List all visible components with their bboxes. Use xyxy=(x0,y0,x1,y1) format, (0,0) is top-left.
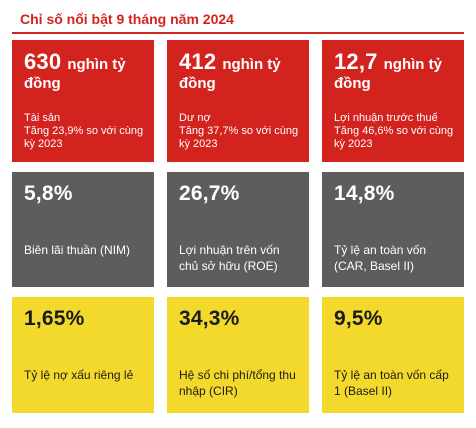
metric-value: 14,8% xyxy=(334,182,395,205)
metric-card-car: 14,8% Tỷ lệ an toàn vốn (CAR, Basel II) xyxy=(322,172,464,287)
section-title: Chỉ số nổi bật 9 tháng năm 2024 xyxy=(20,11,234,27)
metric-label: Tỷ lệ an toàn vốn (CAR, Basel II) xyxy=(334,243,427,273)
metric-label: Hệ số chi phí/tổng thu nhập (CIR) xyxy=(179,368,296,398)
metric-value: 9,5% xyxy=(334,307,383,330)
metric-value: 412 xyxy=(179,49,217,74)
metric-change: Tăng 23,9% so với cùng kỳ 2023 xyxy=(24,125,144,150)
metric-unit: nghìn tỷ xyxy=(222,56,281,73)
metric-label: Tài sản xyxy=(24,112,61,124)
metric-value: 630 xyxy=(24,49,62,74)
metric-value: 5,8% xyxy=(24,182,73,205)
metric-label: Lợi nhuận trước thuế xyxy=(334,112,438,124)
metric-unit-currency: đồng xyxy=(334,75,371,93)
metric-label: Tỷ lệ an toàn vốn cấp 1 (Basel II) xyxy=(334,368,449,398)
metric-card-loans: 412 nghìn tỷ đồng Dư nợ Tăng 37,7% so với… xyxy=(167,40,309,162)
metric-value: 34,3% xyxy=(179,307,240,330)
metric-card-tier1: 9,5% Tỷ lệ an toàn vốn cấp 1 (Basel II) xyxy=(322,297,464,413)
metric-unit-currency: đồng xyxy=(179,75,216,93)
metric-value: 26,7% xyxy=(179,182,240,205)
metric-unit-currency: đồng xyxy=(24,75,61,93)
metric-card-roe: 26,7% Lợi nhuận trên vốn chủ sở hữu (ROE… xyxy=(167,172,309,287)
metric-value: 12,7 xyxy=(334,49,378,74)
metric-label: Dư nợ xyxy=(179,112,211,124)
metric-change: Tăng 46,6% so với cùng kỳ 2023 xyxy=(334,125,454,150)
metrics-grid: 630 nghìn tỷ đồng Tài sản Tăng 23,9% so v… xyxy=(12,40,464,413)
metric-card-npl: 1,65% Tỷ lệ nợ xấu riêng lẻ xyxy=(12,297,154,413)
metric-label: Biên lãi thuần (NIM) xyxy=(24,243,131,257)
metric-unit: nghìn tỷ xyxy=(67,56,126,73)
metric-card-profit-before-tax: 12,7 nghìn tỷ đồng Lợi nhuận trước thuế T… xyxy=(322,40,464,162)
metric-value: 1,65% xyxy=(24,307,85,330)
metric-change: Tăng 37,7% so với cùng kỳ 2023 xyxy=(179,125,299,150)
metric-label: Lợi nhuận trên vốn chủ sở hữu (ROE) xyxy=(179,243,280,273)
metric-card-nim: 5,8% Biên lãi thuần (NIM) xyxy=(12,172,154,287)
section-header: Chỉ số nổi bật 9 tháng năm 2024 xyxy=(12,6,464,34)
metric-unit: nghìn tỷ xyxy=(383,56,442,73)
metric-label: Tỷ lệ nợ xấu riêng lẻ xyxy=(24,368,134,382)
metric-card-cir: 34,3% Hệ số chi phí/tổng thu nhập (CIR) xyxy=(167,297,309,413)
metric-card-total-assets: 630 nghìn tỷ đồng Tài sản Tăng 23,9% so v… xyxy=(12,40,154,162)
